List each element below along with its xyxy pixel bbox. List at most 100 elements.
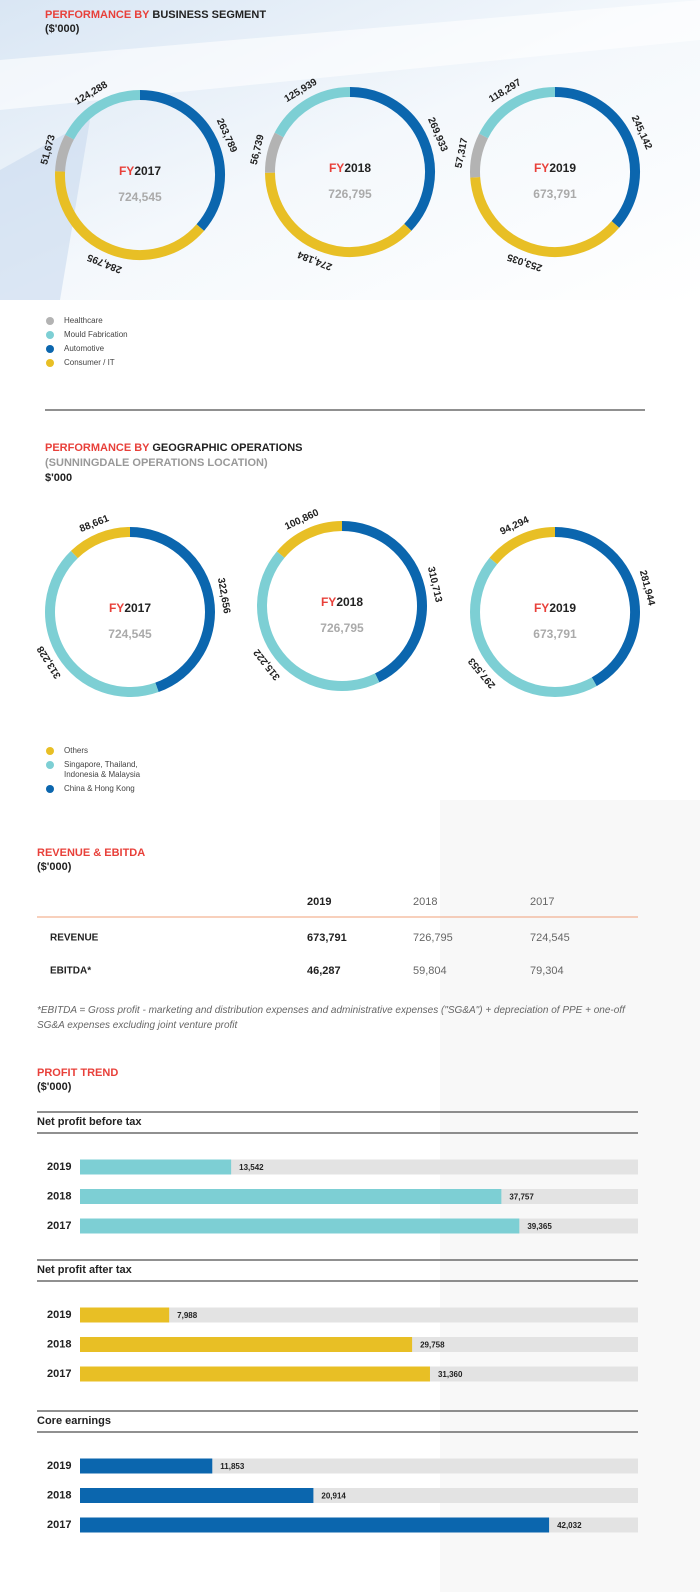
unit: ($'000) [37,1081,72,1093]
category: 2017 [124,601,151,615]
y-tick-label: 2018 [47,1489,71,1501]
donut-segment [554,527,640,687]
donut-segment [257,551,380,691]
donut-segment [45,550,159,697]
chart-title: Net profit after tax [37,1264,133,1276]
title: BUSINESS SEGMENT [152,9,266,21]
center-total: 673,791 [533,187,577,201]
center-label: FY2017 [119,164,161,178]
data-label: 310,713 [425,566,444,604]
category-prefix: FY [109,601,124,615]
donut-segment [276,521,343,558]
bar [80,1517,550,1533]
legend-swatch [46,747,54,755]
y-tick-label: 2018 [47,1190,71,1202]
chart-title: PERFORMANCE BY GEOGRAPHIC OPERATIONS [45,442,303,454]
category-prefix: FY [534,601,549,615]
center-total: 673,791 [533,627,577,641]
bar-track [80,1458,638,1474]
legend-label: China & Hong Kong [64,784,135,793]
legend-swatch [46,761,54,769]
chart-title: Core earnings [37,1415,111,1427]
chart-title: Net profit before tax [37,1116,142,1128]
bar [80,1488,314,1503]
donut-segment [341,521,427,683]
data-label: 7,988 [177,1311,198,1320]
legend-entry: Mould Fabrication [46,330,154,340]
donut-segment [70,527,131,559]
row-label: REVENUE [50,933,99,944]
column-header: 2017 [530,896,554,908]
center-label: FY2018 [329,161,371,175]
center-total: 724,545 [118,190,162,204]
donut-segment [479,87,556,139]
y-tick-label: 2017 [47,1220,71,1232]
center-label: FY2019 [534,161,576,175]
center-label: FY2017 [109,601,151,615]
donut-segment [489,527,556,565]
donut-segment [139,90,225,231]
category-prefix: FY [321,595,336,609]
category: 2019 [549,601,576,615]
title-lead: PERFORMANCE BY [45,9,150,21]
table-cell: 79,304 [530,965,564,977]
legend-entry: Others [46,746,154,756]
legend-entry: Healthcare [46,316,154,326]
category: 2018 [344,161,371,175]
donut-segment [129,527,215,693]
footnote: *EBITDA = Gross profit - marketing and d… [37,1005,625,1031]
data-label: 20,914 [321,1492,346,1501]
data-label: 322,656 [215,577,232,615]
bar [80,1337,413,1352]
table-cell: 726,795 [413,932,453,944]
category: 2017 [134,164,161,178]
donut-segment [470,133,489,178]
legend-label: Healthcare [64,316,103,325]
legend-label: Consumer / IT [64,358,115,367]
legend-swatch [46,331,54,339]
legend: Others Singapore, Thailand, Indonesia & M… [46,746,154,798]
donut-segment [554,87,640,228]
donut-segment [349,87,435,231]
donut-segment [265,172,412,257]
donut-segment [470,176,620,257]
legend-entry: Consumer / IT [46,358,154,368]
donut-segment [265,132,284,173]
legend-entry: Singapore, Thailand, Indonesia & Malaysi… [46,760,154,780]
table-cell: 724,545 [530,932,570,944]
background-shape [0,0,700,110]
subtitle: (SUNNINGDALE OPERATIONS LOCATION) [45,457,268,469]
bar [80,1189,502,1204]
y-tick-label: 2019 [47,1161,71,1173]
y-tick-label: 2019 [47,1309,71,1321]
data-label: 31,360 [438,1370,463,1379]
category: 2019 [549,161,576,175]
y-tick-label: 2018 [47,1338,71,1350]
table-title: REVENUE & EBITDA [37,847,145,859]
y-tick-label: 2019 [47,1460,71,1472]
data-label: 37,757 [509,1193,534,1202]
category-prefix: FY [534,161,549,175]
category-prefix: FY [119,164,134,178]
legend-entry: Automotive [46,344,154,354]
bar-track [80,1307,638,1323]
legend-label: Others [64,746,89,755]
background-shape [0,120,90,300]
bar [80,1366,430,1382]
center-label: FY2018 [321,595,363,609]
donut-segment [55,171,205,260]
donut-segment [55,134,75,172]
legend-swatch [46,785,54,793]
legend-swatch [46,345,54,353]
donut-segment [65,90,141,140]
center-total: 726,795 [328,187,372,201]
bar [80,1159,232,1175]
legend: Healthcare Mould Fabrication Automotive Con… [46,316,154,372]
unit: ($'000) [37,861,72,873]
data-label: 39,365 [527,1222,552,1231]
legend-label: Automotive [64,344,105,353]
column-header: 2018 [413,896,437,908]
bar [80,1307,170,1323]
table-cell: 46,287 [307,965,341,977]
